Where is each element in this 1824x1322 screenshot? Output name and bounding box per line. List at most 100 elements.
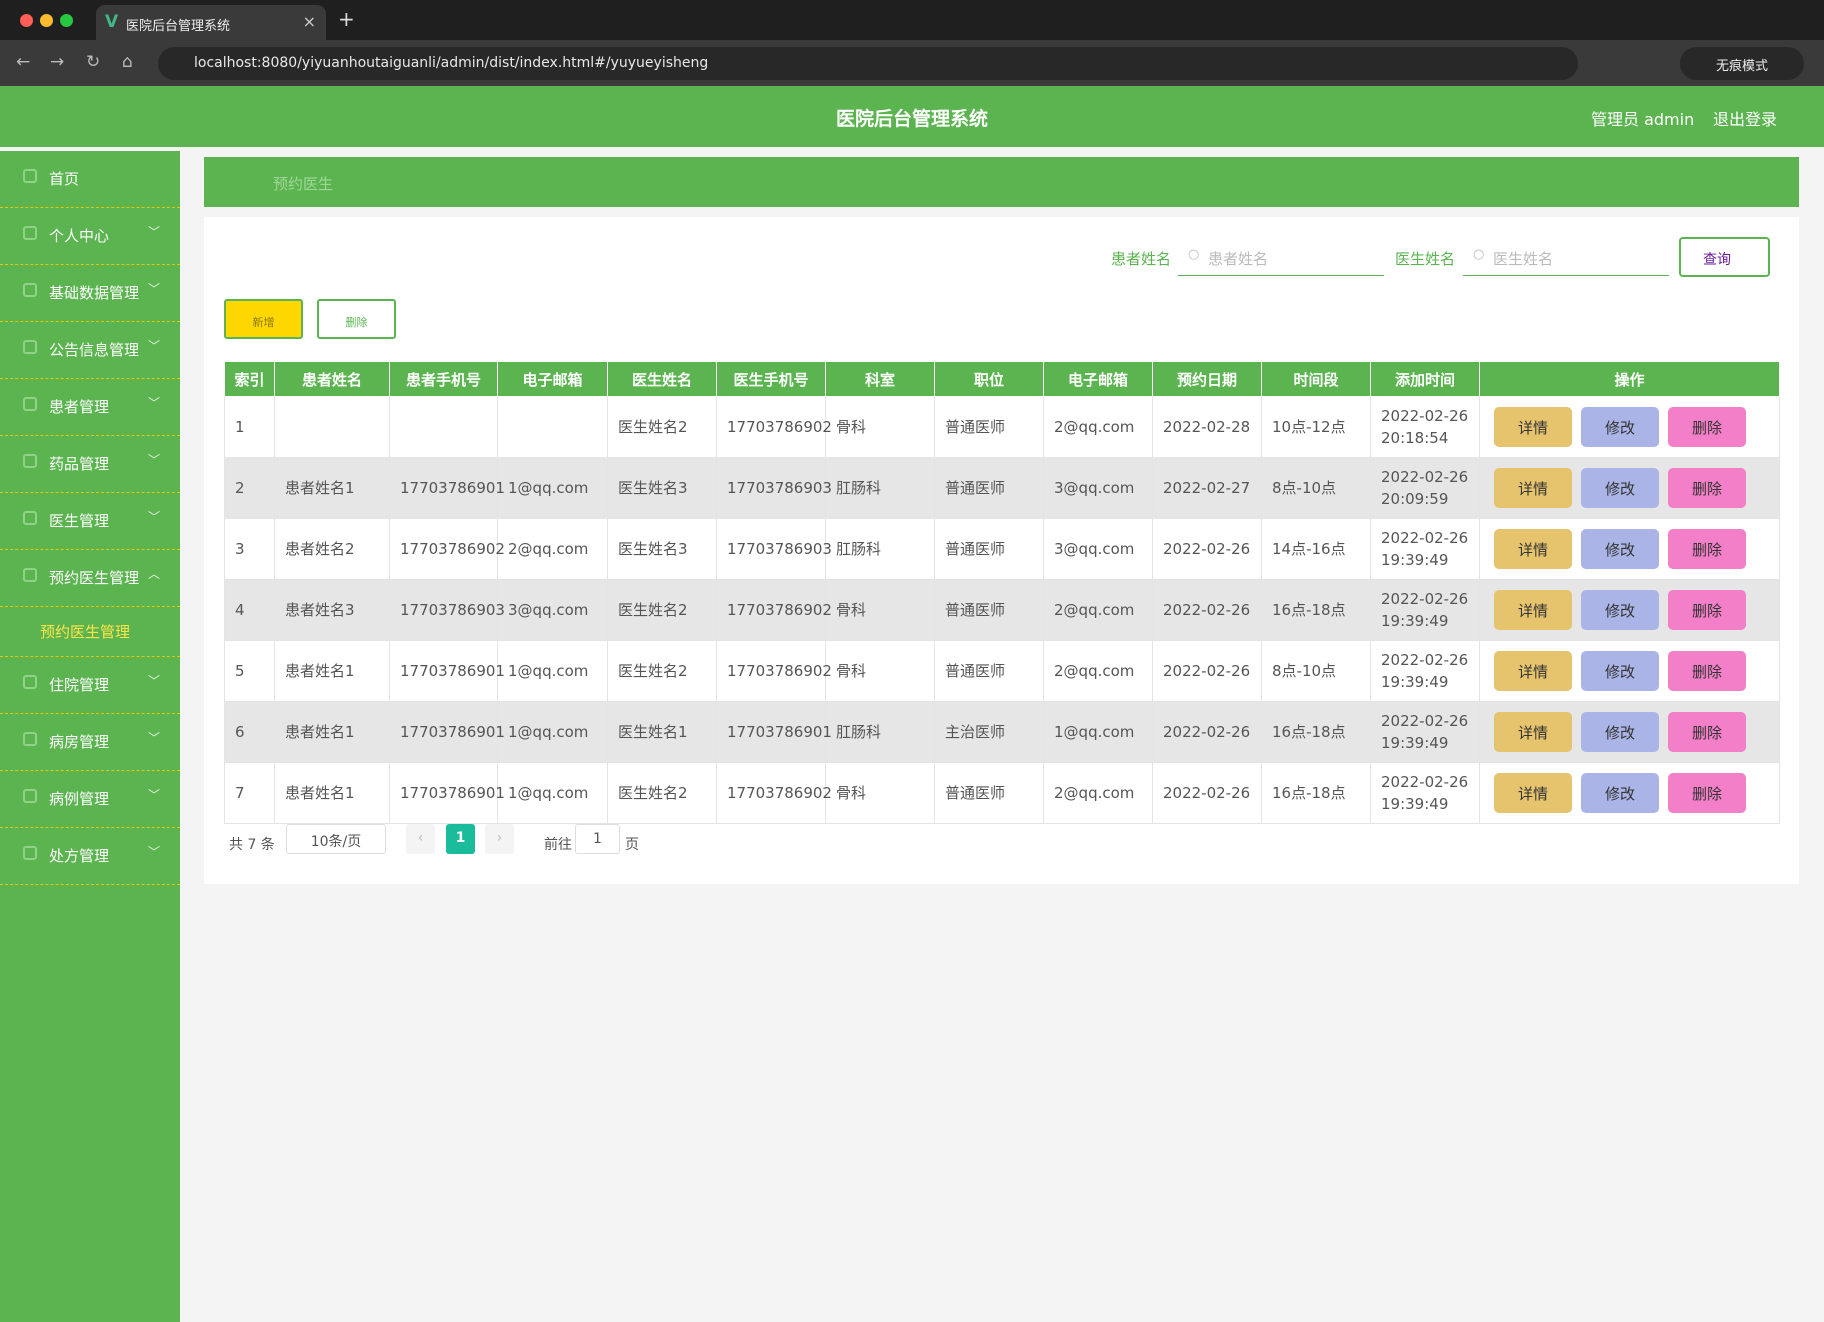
table-cell: 17703786903: [716, 518, 832, 580]
table-cell: 2022-02-26 19:39:49: [1370, 640, 1480, 702]
table-cell: 肛肠科: [825, 701, 935, 763]
user-name[interactable]: 管理员 admin: [1591, 110, 1695, 129]
action-button[interactable]: 修改: [1581, 651, 1659, 691]
page-size[interactable]: 10条/页: [286, 824, 386, 854]
menu-label: 公告信息管理: [49, 341, 140, 359]
action-button[interactable]: 详情: [1494, 590, 1572, 630]
incognito[interactable]: 无痕模式: [1680, 47, 1804, 80]
action-button[interactable]: 详情: [1494, 468, 1572, 508]
search-button[interactable]: 查询: [1679, 237, 1770, 277]
action-button[interactable]: 删除: [1668, 407, 1746, 447]
nav-button[interactable]: ⌂: [122, 52, 133, 72]
menu-icon: [23, 568, 37, 582]
menu-item[interactable]: 处方管理 ﹀: [0, 828, 180, 885]
table-cell: 2022-02-26: [1152, 518, 1262, 580]
table-cell: 患者姓名2: [274, 518, 390, 580]
table-cell: 17703786901: [389, 762, 505, 824]
submenu-item[interactable]: 预约医生管理: [0, 607, 180, 657]
action-button[interactable]: 删除: [1668, 468, 1746, 508]
menu-label: 预约医生管理: [49, 569, 140, 587]
menu-item[interactable]: 个人中心 ﹀: [0, 208, 180, 265]
menu-icon: [23, 846, 37, 860]
next[interactable]: ›: [485, 824, 514, 854]
menu-item[interactable]: 预约医生管理 ︿: [0, 550, 180, 607]
table-cell: 3@qq.com: [1043, 457, 1153, 519]
chevron: ﹀: [147, 282, 160, 296]
action-button[interactable]: 修改: [1581, 712, 1659, 752]
chevron: ﹀: [147, 731, 160, 745]
action-button[interactable]: 删除: [1668, 529, 1746, 569]
actions-cell: 详情 修改 删除: [1479, 457, 1780, 519]
action-button[interactable]: 详情: [1494, 773, 1572, 813]
nav-button[interactable]: →: [50, 52, 65, 72]
goto-input[interactable]: 1: [575, 824, 620, 854]
prev[interactable]: ‹: [406, 824, 435, 854]
menu-label: 患者管理: [49, 398, 110, 416]
chevron: ﹀: [147, 225, 160, 239]
chevron: ﹀: [147, 788, 160, 802]
action-button[interactable]: 删除: [1668, 712, 1746, 752]
table-cell: 17703786902: [716, 396, 832, 458]
search-input[interactable]: ○ 医生姓名: [1463, 240, 1669, 276]
table-cell: 16点-18点: [1261, 762, 1371, 824]
action-button[interactable]: 删除: [1668, 590, 1746, 630]
action-button[interactable]: 修改: [1581, 529, 1659, 569]
table-cell: 医生姓名1: [607, 701, 717, 763]
table-cell: 17703786902: [389, 518, 505, 580]
table-cell: 患者姓名1: [274, 701, 390, 763]
goto-suffix: 页: [625, 837, 639, 853]
table-cell: 医生姓名2: [607, 762, 717, 824]
menu-item[interactable]: 患者管理 ﹀: [0, 379, 180, 436]
table-cell: 2022-02-26 20:09:59: [1370, 457, 1480, 519]
search-input[interactable]: ○ 患者姓名: [1178, 240, 1384, 276]
table-cell: 2022-02-26 19:39:49: [1370, 762, 1480, 824]
action-button[interactable]: 详情: [1494, 651, 1572, 691]
delete-button[interactable]: 删除: [317, 299, 396, 339]
action-button[interactable]: 删除: [1668, 773, 1746, 813]
window-button[interactable]: [20, 14, 33, 27]
logout[interactable]: 退出登录: [1713, 110, 1778, 129]
table-cell: 2@qq.com: [1043, 396, 1153, 458]
menu-label: 个人中心: [49, 227, 110, 245]
menu-icon: [23, 454, 37, 468]
menu-item[interactable]: 药品管理 ﹀: [0, 436, 180, 493]
menu-item[interactable]: 首页: [0, 151, 180, 208]
table-cell: 普通医师: [934, 457, 1044, 519]
action-button[interactable]: 修改: [1581, 407, 1659, 447]
menu-item[interactable]: 基础数据管理 ﹀: [0, 265, 180, 322]
menu-item[interactable]: 住院管理 ﹀: [0, 657, 180, 714]
action-button[interactable]: 详情: [1494, 712, 1572, 752]
url-field[interactable]: localhost:8080/yiyuanhoutaiguanli/admin/…: [158, 47, 1578, 80]
table-cell: 患者姓名1: [274, 762, 390, 824]
action-button[interactable]: 详情: [1494, 407, 1572, 447]
table-cell: 17703786902: [716, 762, 832, 824]
browser-tab[interactable]: V 医院后台管理系统 ×: [96, 5, 326, 40]
new-tab[interactable]: +: [338, 7, 355, 31]
action-button[interactable]: 修改: [1581, 468, 1659, 508]
table-row: 3 患者姓名2 17703786902 2@qq.com 医生姓名3 1770378690…: [224, 518, 1780, 580]
nav-button[interactable]: ←: [16, 52, 31, 72]
action-button[interactable]: 修改: [1581, 590, 1659, 630]
table-cell: 骨科: [825, 640, 935, 702]
action-button[interactable]: 详情: [1494, 529, 1572, 569]
nav-button[interactable]: ↻: [86, 52, 101, 72]
menu-item[interactable]: 公告信息管理 ﹀: [0, 322, 180, 379]
add-button[interactable]: 新增: [224, 299, 303, 339]
action-button[interactable]: 修改: [1581, 773, 1659, 813]
table-cell: 骨科: [825, 579, 935, 641]
current-page[interactable]: 1: [446, 824, 475, 854]
column-header: 患者姓名: [274, 361, 390, 397]
menu-icon: [23, 511, 37, 525]
table-cell: 17703786902: [716, 579, 832, 641]
window-button[interactable]: [40, 14, 53, 27]
menu-item[interactable]: 病例管理 ﹀: [0, 771, 180, 828]
menu-item[interactable]: 病房管理 ﹀: [0, 714, 180, 771]
action-button[interactable]: 删除: [1668, 651, 1746, 691]
window-button[interactable]: [60, 14, 73, 27]
menu-item[interactable]: 医生管理 ﹀: [0, 493, 180, 550]
table-cell: 4: [224, 579, 275, 641]
chevron: ﹀: [147, 453, 160, 467]
table-cell: 医生姓名3: [607, 518, 717, 580]
tab-close[interactable]: ×: [302, 12, 316, 31]
table-cell: 16点-18点: [1261, 579, 1371, 641]
